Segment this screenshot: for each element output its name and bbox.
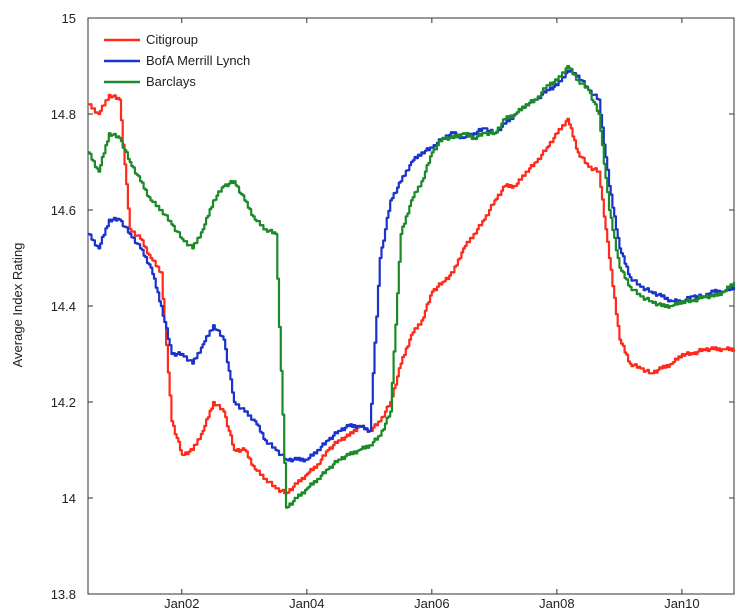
y-tick-label: 13.8 [51,587,76,602]
y-axis-ticks: 13.8 14 14.2 14.4 14.6 14.8 15 [51,11,734,602]
series-line-barclays [88,64,736,509]
y-tick-label: 14.6 [51,203,76,218]
y-axis-label-group: Average Index Rating [10,243,25,368]
series-lines [88,64,736,509]
y-tick-label: 14.4 [51,299,76,314]
y-axis-label: Average Index Rating [10,243,25,368]
x-tick-label: Jan04 [289,596,324,610]
x-tick-label: Jan02 [164,596,199,610]
x-tick-label: Jan06 [414,596,449,610]
legend-label: Barclays [146,74,196,89]
x-tick-label: Jan08 [539,596,574,610]
x-tick-label: Jan10 [664,596,699,610]
y-tick-label: 14.2 [51,395,76,410]
series-line-citigroup [88,93,736,495]
y-tick-label: 14 [62,491,76,506]
series-line-bofa-merrill-lynch [88,69,736,463]
legend: Citigroup BofA Merrill Lynch Barclays [104,32,250,89]
y-tick-label: 14.8 [51,107,76,122]
y-tick-label: 15 [62,11,76,26]
legend-label: Citigroup [146,32,198,47]
plot-area-frame [87,17,735,595]
legend-label: BofA Merrill Lynch [146,53,250,68]
x-axis-ticks: Jan02 Jan04 Jan06 Jan08 Jan10 [164,18,700,610]
